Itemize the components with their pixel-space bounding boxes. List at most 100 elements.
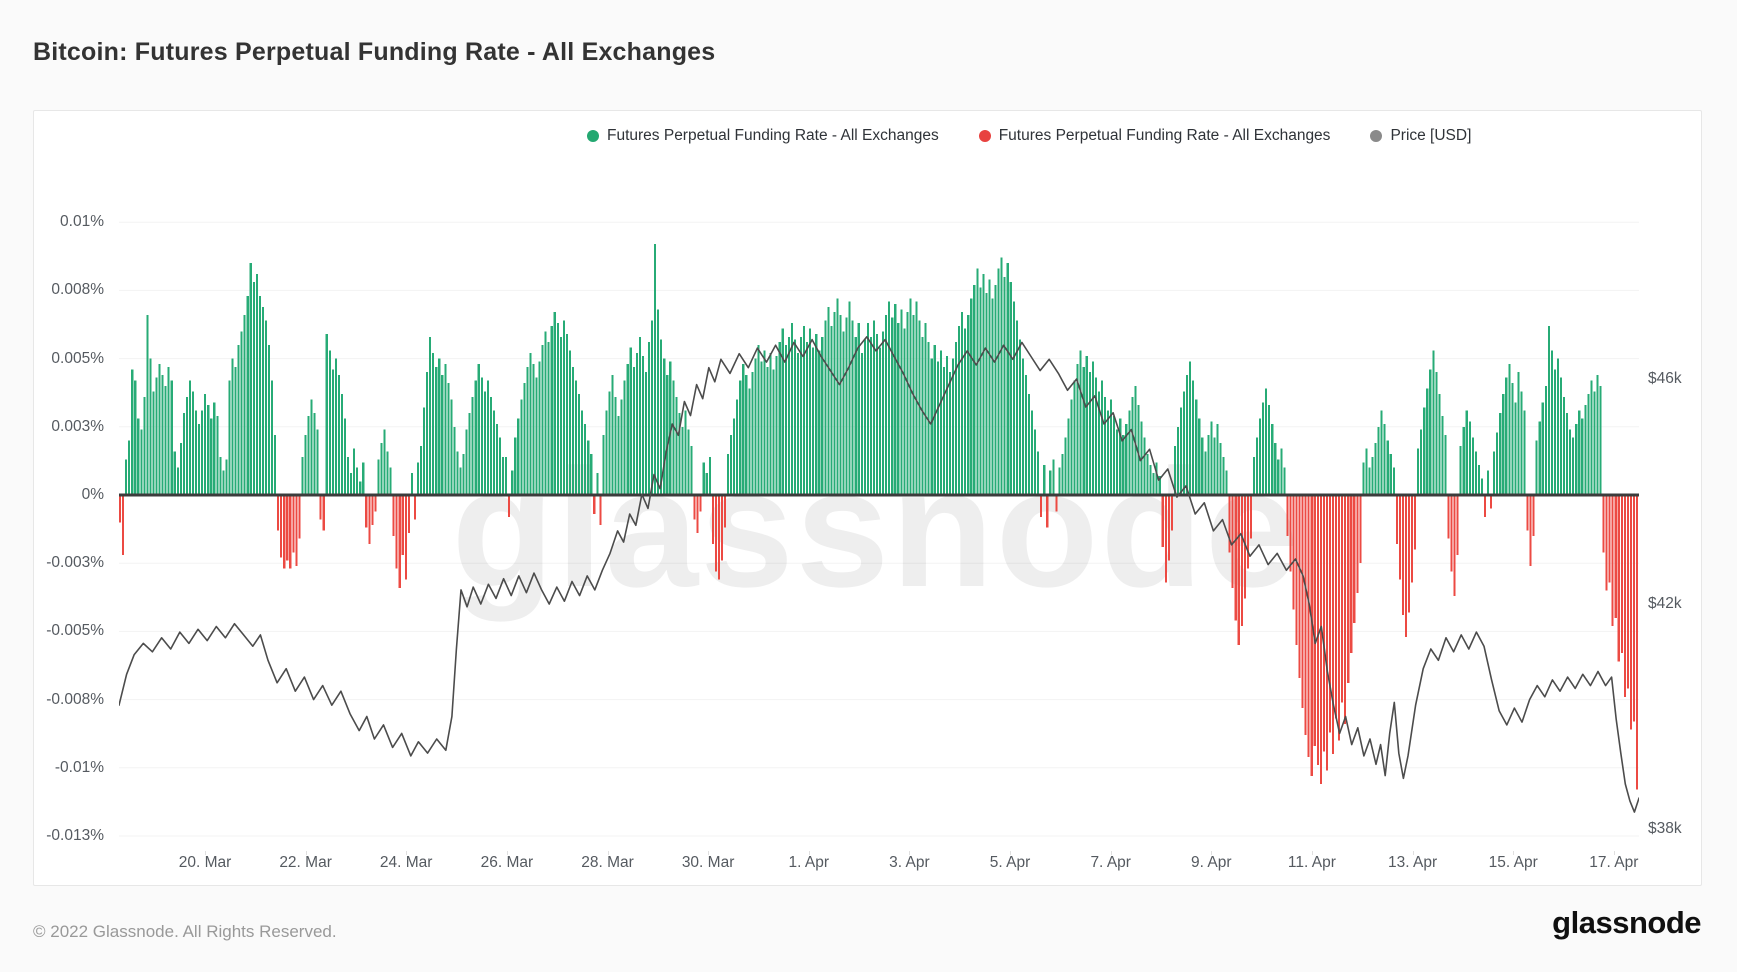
- funding-bar[interactable]: [1395, 495, 1398, 545]
- funding-bar[interactable]: [444, 364, 447, 495]
- funding-bar[interactable]: [955, 342, 958, 495]
- funding-bar[interactable]: [198, 424, 201, 495]
- funding-bar[interactable]: [353, 448, 356, 495]
- funding-bar[interactable]: [523, 383, 526, 495]
- funding-bar[interactable]: [1608, 495, 1611, 583]
- funding-bar[interactable]: [1511, 383, 1514, 495]
- funding-bar[interactable]: [1189, 361, 1192, 495]
- funding-bar[interactable]: [1173, 445, 1176, 495]
- funding-bar[interactable]: [410, 473, 413, 495]
- funding-bar[interactable]: [1508, 364, 1511, 495]
- funding-bar[interactable]: [796, 353, 800, 495]
- funding-bar[interactable]: [532, 364, 535, 495]
- funding-bar[interactable]: [1374, 443, 1377, 495]
- funding-bar[interactable]: [602, 434, 605, 495]
- funding-bar[interactable]: [760, 361, 763, 495]
- funding-bar[interactable]: [1043, 464, 1046, 495]
- funding-bar[interactable]: [1383, 424, 1386, 495]
- funding-bar[interactable]: [581, 410, 584, 495]
- funding-bar[interactable]: [982, 274, 985, 495]
- funding-bar[interactable]: [1246, 495, 1249, 569]
- funding-bar[interactable]: [584, 424, 587, 495]
- funding-bar[interactable]: [851, 320, 854, 495]
- funding-bar[interactable]: [392, 495, 395, 536]
- funding-bar[interactable]: [635, 353, 638, 495]
- funding-bar[interactable]: [264, 320, 268, 495]
- funding-bar[interactable]: [419, 445, 423, 495]
- funding-bar[interactable]: [1490, 495, 1493, 509]
- funding-bar[interactable]: [167, 366, 170, 495]
- funding-bar[interactable]: [1411, 495, 1414, 583]
- funding-bar[interactable]: [1280, 448, 1283, 495]
- funding-bar[interactable]: [1012, 301, 1015, 495]
- funding-bar[interactable]: [1380, 410, 1383, 495]
- funding-bar[interactable]: [331, 369, 334, 495]
- funding-bar[interactable]: [1027, 394, 1031, 495]
- funding-bar[interactable]: [231, 358, 234, 495]
- funding-bar[interactable]: [1520, 391, 1523, 495]
- funding-bar[interactable]: [435, 366, 438, 495]
- funding-bar[interactable]: [1417, 448, 1420, 495]
- funding-bar[interactable]: [380, 443, 383, 495]
- funding-bar[interactable]: [1219, 443, 1222, 495]
- funding-bar[interactable]: [1526, 495, 1529, 531]
- funding-bar[interactable]: [188, 380, 192, 495]
- funding-bar[interactable]: [386, 451, 389, 495]
- funding-bar[interactable]: [717, 495, 720, 580]
- funding-bar[interactable]: [1593, 391, 1596, 495]
- funding-bar[interactable]: [322, 495, 325, 531]
- funding-bar[interactable]: [1298, 495, 1301, 678]
- funding-bar[interactable]: [1113, 415, 1116, 495]
- funding-bar[interactable]: [909, 298, 912, 495]
- funding-bar[interactable]: [553, 312, 556, 495]
- funding-bar[interactable]: [1459, 445, 1462, 495]
- funding-bar[interactable]: [769, 353, 772, 495]
- funding-bar[interactable]: [1587, 394, 1590, 495]
- funding-bar[interactable]: [912, 314, 915, 495]
- funding-bar[interactable]: [842, 331, 845, 495]
- funding-bar[interactable]: [298, 495, 301, 539]
- funding-bar[interactable]: [1377, 426, 1380, 495]
- funding-bar[interactable]: [1575, 424, 1578, 495]
- funding-bar[interactable]: [1201, 437, 1204, 495]
- funding-bar[interactable]: [1335, 495, 1338, 719]
- funding-bar[interactable]: [839, 314, 842, 495]
- funding-bar[interactable]: [1265, 388, 1268, 495]
- funding-bar[interactable]: [845, 317, 848, 495]
- funding-bar[interactable]: [906, 312, 909, 495]
- funding-bar[interactable]: [316, 429, 319, 495]
- funding-bar[interactable]: [888, 301, 891, 495]
- funding-bar[interactable]: [766, 366, 769, 495]
- funding-bar[interactable]: [252, 282, 255, 495]
- chart-body[interactable]: glassnode 0.01% 0.008% 0.005% 0.003% 0% -0.00…: [34, 111, 1701, 885]
- price-line[interactable]: [119, 336, 1639, 813]
- funding-bar[interactable]: [684, 410, 687, 495]
- funding-bar[interactable]: [173, 451, 176, 495]
- funding-bar[interactable]: [894, 304, 897, 495]
- funding-bar[interactable]: [1496, 432, 1499, 495]
- funding-bar[interactable]: [149, 358, 152, 495]
- funding-bar[interactable]: [1295, 495, 1298, 646]
- funding-bar[interactable]: [1590, 380, 1593, 495]
- funding-bar[interactable]: [1277, 459, 1280, 495]
- funding-bar[interactable]: [474, 380, 477, 495]
- funding-bar[interactable]: [872, 320, 876, 495]
- funding-bar[interactable]: [1061, 454, 1064, 495]
- funding-bar[interactable]: [1103, 396, 1107, 495]
- funding-bar[interactable]: [274, 434, 277, 495]
- funding-bar[interactable]: [201, 410, 204, 495]
- funding-bar[interactable]: [517, 418, 520, 495]
- funding-bar[interactable]: [207, 404, 210, 495]
- funding-bar[interactable]: [1307, 495, 1310, 757]
- funding-bar[interactable]: [1143, 437, 1146, 495]
- funding-bar[interactable]: [368, 495, 371, 545]
- funding-bar[interactable]: [1301, 495, 1304, 708]
- funding-bar[interactable]: [1170, 495, 1173, 531]
- funding-bar[interactable]: [492, 410, 496, 495]
- funding-bar[interactable]: [812, 347, 815, 495]
- funding-bar[interactable]: [128, 440, 131, 495]
- funding-bar[interactable]: [647, 342, 651, 495]
- funding-bar[interactable]: [191, 391, 195, 495]
- funding-bar[interactable]: [1331, 495, 1335, 755]
- funding-bar[interactable]: [1240, 495, 1243, 626]
